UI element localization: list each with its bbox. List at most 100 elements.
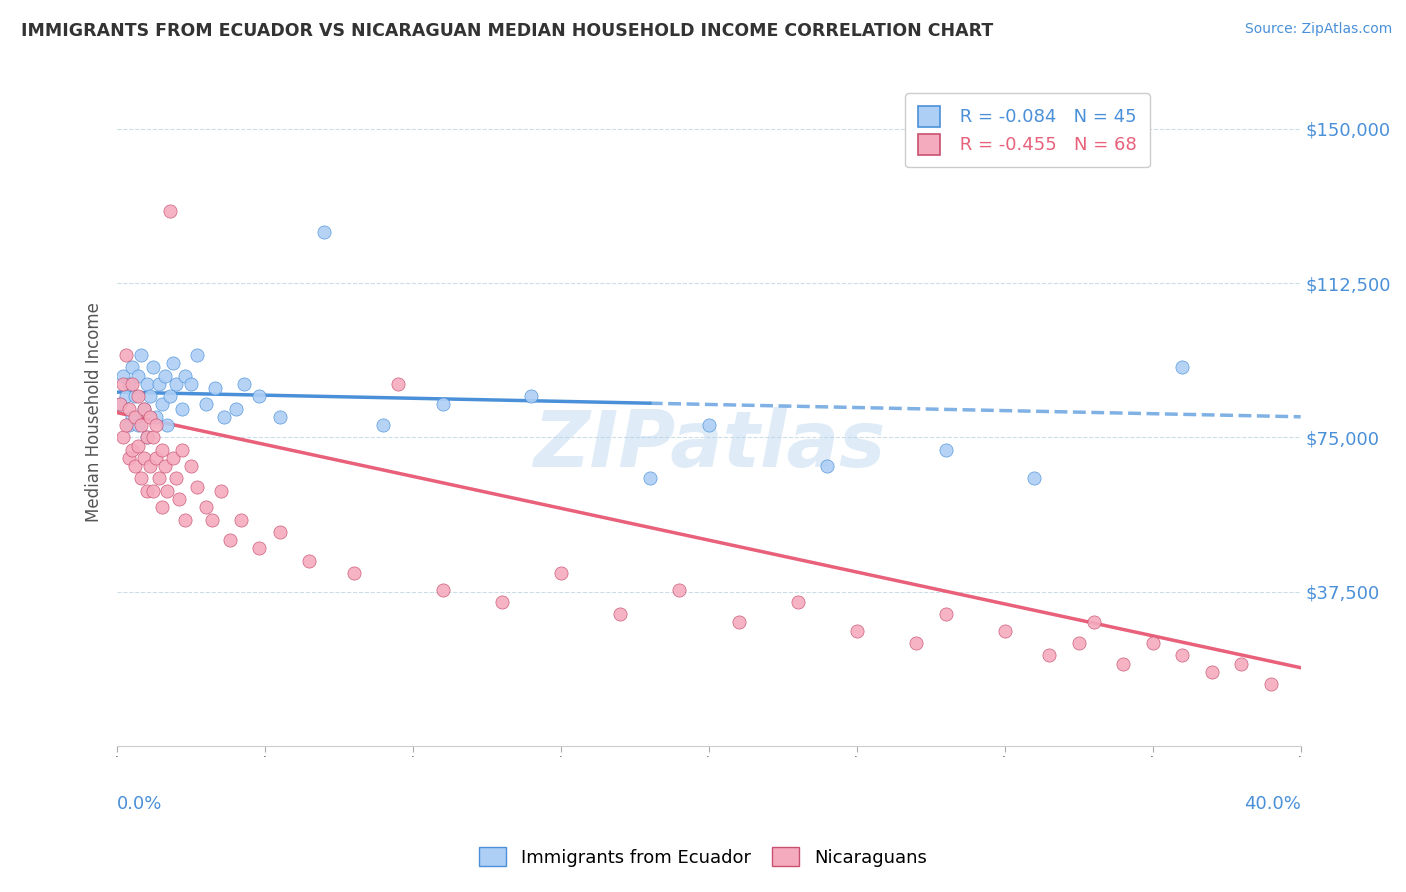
Legend: Immigrants from Ecuador, Nicaraguans: Immigrants from Ecuador, Nicaraguans	[472, 840, 934, 874]
Point	[118, 401, 141, 416]
Point	[1083, 615, 1105, 630]
Point	[156, 483, 179, 498]
Point	[491, 595, 513, 609]
Text: 40.0%: 40.0%	[1244, 795, 1301, 814]
Point	[550, 566, 572, 580]
Point	[520, 389, 543, 403]
Point	[162, 450, 184, 465]
Point	[145, 417, 167, 432]
Point	[231, 513, 253, 527]
Point	[159, 204, 181, 219]
Point	[212, 409, 235, 424]
Point	[162, 356, 184, 370]
Point	[159, 389, 181, 403]
Point	[132, 450, 155, 465]
Point	[108, 397, 131, 411]
Point	[1024, 471, 1046, 485]
Point	[112, 430, 135, 444]
Point	[1230, 657, 1253, 671]
Point	[142, 360, 165, 375]
Point	[668, 582, 690, 597]
Point	[145, 409, 167, 424]
Point	[150, 500, 173, 515]
Point	[115, 348, 138, 362]
Point	[127, 439, 149, 453]
Point	[905, 636, 928, 650]
Point	[204, 381, 226, 395]
Point	[132, 401, 155, 416]
Point	[1171, 360, 1194, 375]
Point	[609, 607, 631, 622]
Point	[135, 483, 157, 498]
Point	[169, 491, 191, 506]
Text: ZIPatlas: ZIPatlas	[533, 407, 884, 483]
Text: Source: ZipAtlas.com: Source: ZipAtlas.com	[1244, 22, 1392, 37]
Text: 0.0%: 0.0%	[117, 795, 163, 814]
Text: IMMIGRANTS FROM ECUADOR VS NICARAGUAN MEDIAN HOUSEHOLD INCOME CORRELATION CHART: IMMIGRANTS FROM ECUADOR VS NICARAGUAN ME…	[21, 22, 994, 40]
Point	[201, 513, 224, 527]
Point	[1201, 665, 1223, 679]
Point	[298, 554, 321, 568]
Point	[994, 624, 1017, 638]
Point	[174, 368, 197, 383]
Point	[935, 607, 957, 622]
Point	[225, 401, 247, 416]
Point	[186, 348, 208, 362]
Point	[138, 409, 160, 424]
Point	[174, 513, 197, 527]
Point	[180, 459, 202, 474]
Point	[156, 417, 179, 432]
Point	[845, 624, 868, 638]
Point	[233, 376, 256, 391]
Point	[786, 595, 808, 609]
Y-axis label: Median Household Income: Median Household Income	[86, 301, 103, 522]
Legend:  R = -0.084   N = 45,  R = -0.455   N = 68: R = -0.084 N = 45, R = -0.455 N = 68	[905, 93, 1150, 168]
Point	[180, 376, 202, 391]
Point	[121, 360, 143, 375]
Point	[1112, 657, 1135, 671]
Point	[118, 450, 141, 465]
Point	[935, 442, 957, 457]
Point	[150, 442, 173, 457]
Point	[142, 483, 165, 498]
Point	[209, 483, 232, 498]
Point	[124, 409, 146, 424]
Point	[127, 417, 149, 432]
Point	[165, 376, 187, 391]
Point	[697, 417, 720, 432]
Point	[638, 471, 661, 485]
Point	[138, 459, 160, 474]
Point	[129, 471, 152, 485]
Point	[247, 541, 270, 556]
Point	[132, 401, 155, 416]
Point	[727, 615, 749, 630]
Point	[112, 376, 135, 391]
Point	[1142, 636, 1164, 650]
Point	[148, 376, 170, 391]
Point	[121, 376, 143, 391]
Point	[124, 389, 146, 403]
Point	[172, 401, 194, 416]
Point	[186, 480, 208, 494]
Point	[129, 417, 152, 432]
Point	[142, 430, 165, 444]
Point	[172, 442, 194, 457]
Point	[118, 417, 141, 432]
Point	[269, 409, 291, 424]
Point	[135, 430, 157, 444]
Point	[112, 368, 135, 383]
Point	[145, 450, 167, 465]
Point	[194, 397, 217, 411]
Point	[115, 389, 138, 403]
Point	[127, 389, 149, 403]
Point	[1067, 636, 1090, 650]
Point	[1260, 677, 1282, 691]
Point	[343, 566, 366, 580]
Point	[815, 459, 838, 474]
Point	[153, 368, 176, 383]
Point	[314, 225, 336, 239]
Point	[129, 348, 152, 362]
Point	[194, 500, 217, 515]
Point	[432, 582, 454, 597]
Point	[269, 524, 291, 539]
